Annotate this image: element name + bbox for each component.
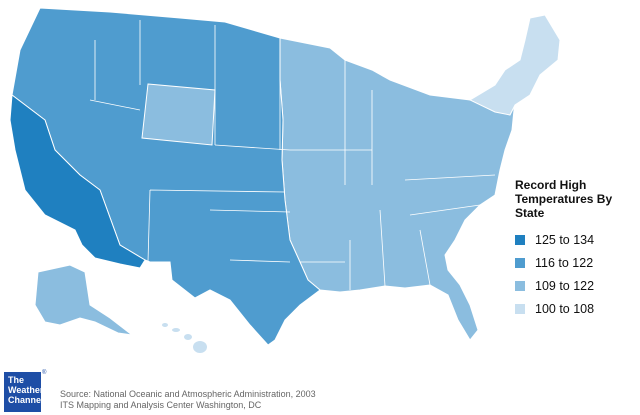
legend-label: 100 to 108 <box>535 301 595 316</box>
registered-mark: ® <box>42 370 47 376</box>
state-hawaii <box>162 323 207 353</box>
legend-swatch <box>515 303 525 314</box>
region-west-desert <box>9 94 146 269</box>
legend-swatch <box>515 234 525 245</box>
legend-label: 116 to 122 <box>535 255 594 270</box>
legend-item: 125 to 134 <box>515 228 635 251</box>
region-new-england <box>468 14 561 116</box>
logo-line-3: Channel <box>8 395 44 405</box>
source-note: Source: National Oceanic and Atmospheric… <box>60 389 316 411</box>
legend-item: 100 to 108 <box>515 297 635 320</box>
state-wyoming <box>141 83 216 146</box>
logo-line-1: The <box>8 375 25 385</box>
state-borders <box>89 20 496 290</box>
state-alaska <box>34 264 134 336</box>
legend-item: 109 to 122 <box>515 274 635 297</box>
region-great-lakes-east <box>279 37 516 341</box>
legend-items: 125 to 134 116 to 122 109 to 122 100 to 108 <box>515 228 635 320</box>
source-line-1: Source: National Oceanic and Atmospheric… <box>60 389 316 399</box>
source-line-2: ITS Mapping and Analysis Center Washingt… <box>60 400 262 410</box>
legend-swatch <box>515 280 525 291</box>
legend-item: 116 to 122 <box>515 251 635 274</box>
legend-label: 125 to 134 <box>535 232 595 247</box>
legend-label: 109 to 122 <box>535 278 595 293</box>
legend: Record High Temperatures By State 125 to… <box>515 178 635 320</box>
logo-line-2: Weather <box>8 385 44 395</box>
weather-channel-logo: The Weather Channel <box>4 372 44 412</box>
legend-swatch <box>515 257 525 268</box>
legend-title: Record High Temperatures By State <box>515 178 613 220</box>
